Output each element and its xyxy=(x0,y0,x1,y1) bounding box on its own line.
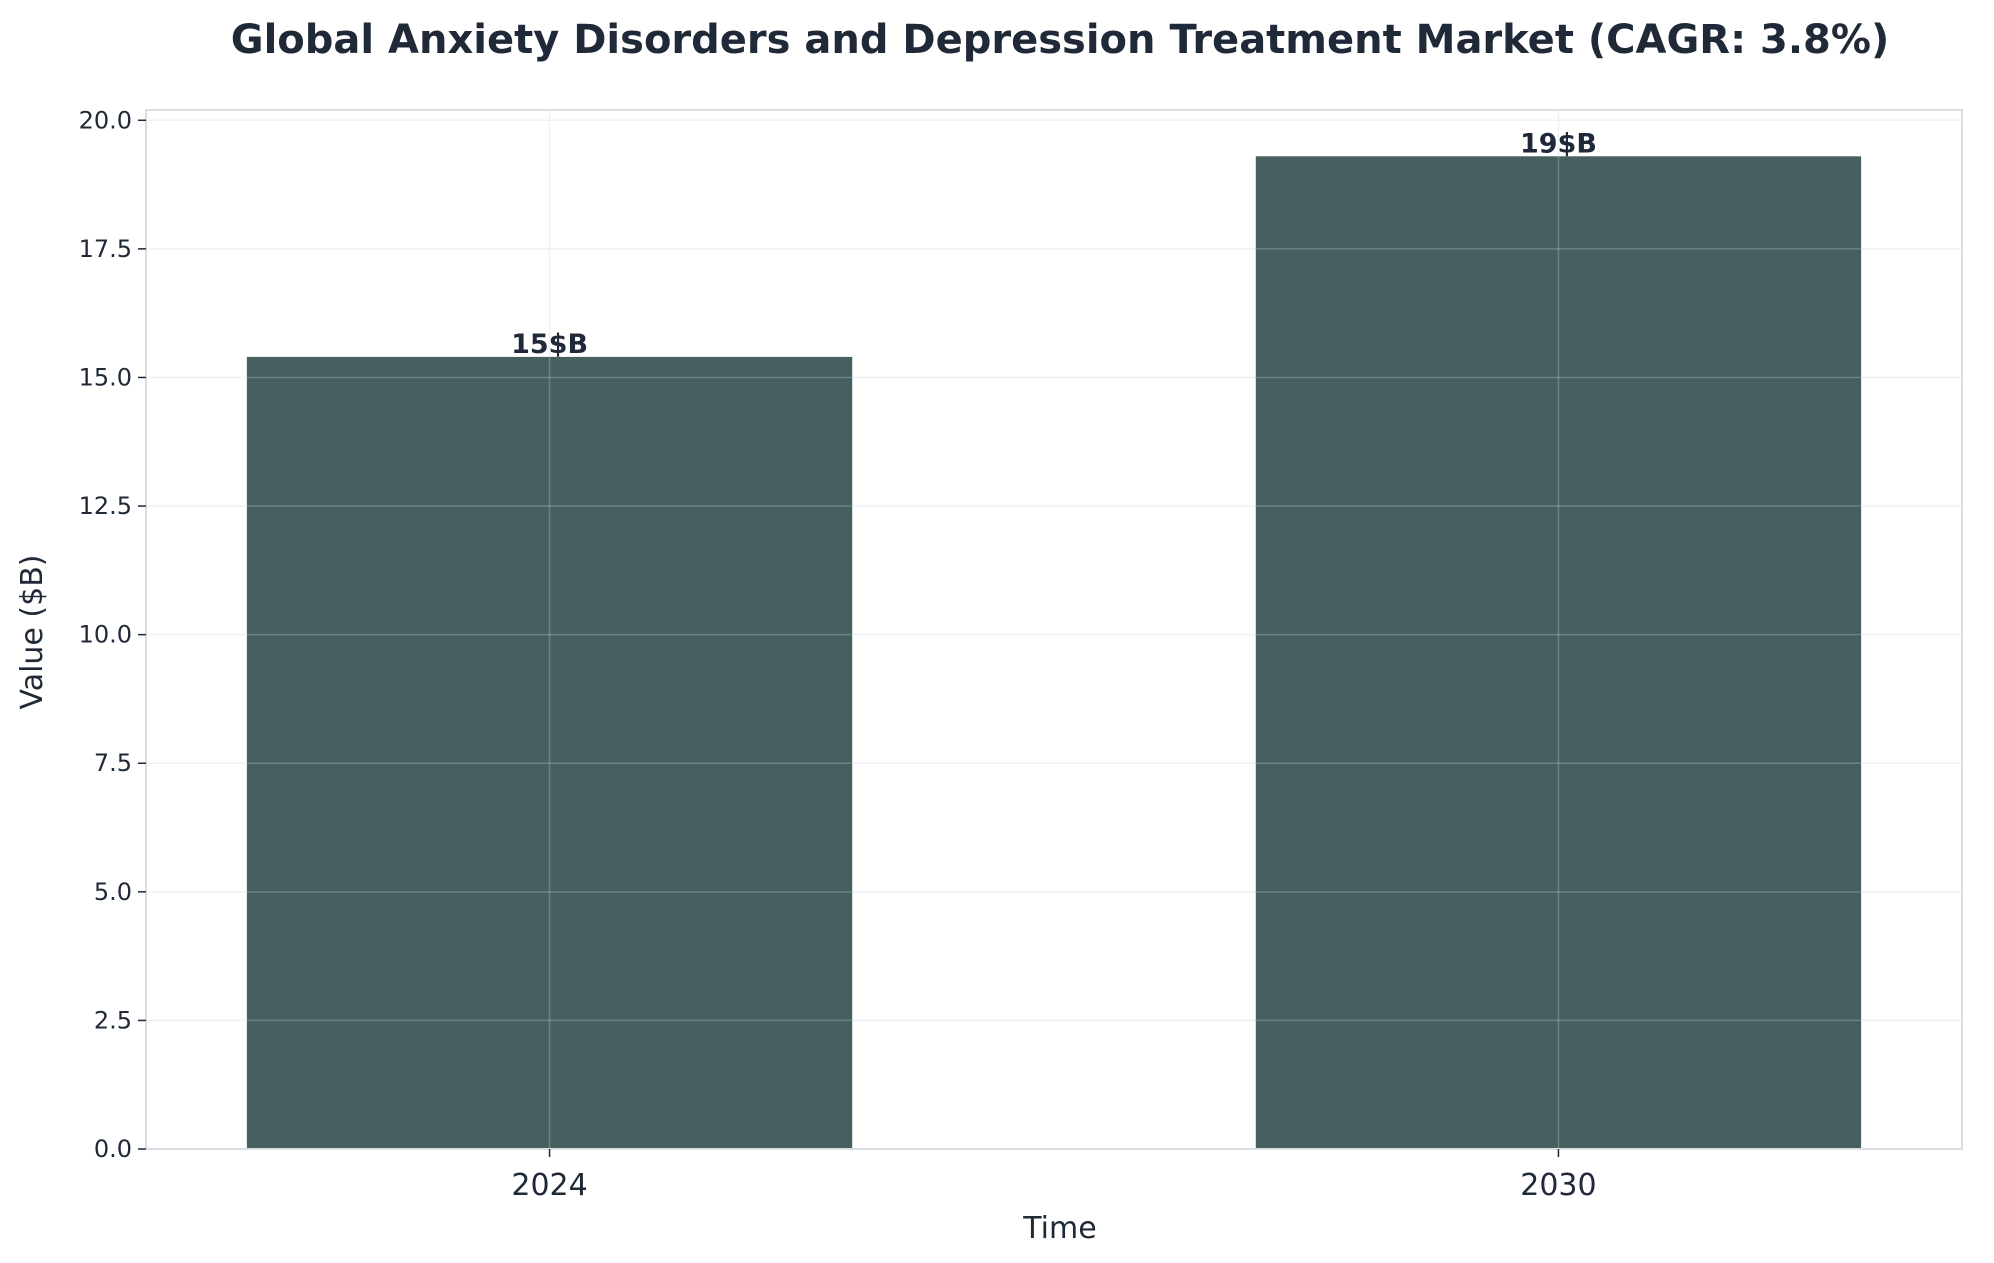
bar-value-labels: 15$B 19$B xyxy=(511,128,1597,360)
chart-title: Global Anxiety Disorders and Depression … xyxy=(231,17,1889,63)
y-tick-label: 2.5 xyxy=(94,1006,132,1034)
x-tick-label-2024: 2024 xyxy=(511,1168,587,1203)
y-tick-label: 17.5 xyxy=(79,235,132,263)
bar-grid-overlay xyxy=(246,156,1862,1149)
y-tick-label: 20.0 xyxy=(79,106,132,134)
bar-2024 xyxy=(246,356,853,1149)
y-tick-label: 5.0 xyxy=(94,878,132,906)
bar-value-label: 15$B xyxy=(511,329,588,360)
y-axis-label: Value ($B) xyxy=(15,555,50,710)
plot-frame xyxy=(145,109,1963,1150)
y-tick-label: 15.0 xyxy=(79,363,132,391)
x-tick-label-2030: 2030 xyxy=(1520,1168,1596,1203)
y-tick-label: 12.5 xyxy=(79,492,132,520)
x-axis-ticks: 2024 2030 xyxy=(511,1149,1597,1203)
y-tick-label: 7.5 xyxy=(94,749,132,777)
bars xyxy=(246,156,1862,1149)
x-axis-label: Time xyxy=(1022,1211,1096,1246)
bar-2030 xyxy=(1255,156,1862,1149)
bar-value-label: 19$B xyxy=(1520,128,1597,159)
y-tick-label: 0.0 xyxy=(94,1135,132,1163)
y-axis-ticks: 0.0 2.5 5.0 7.5 10.0 12.5 15.0 17.5 20.0 xyxy=(79,106,146,1163)
y-tick-label: 10.0 xyxy=(79,621,132,649)
